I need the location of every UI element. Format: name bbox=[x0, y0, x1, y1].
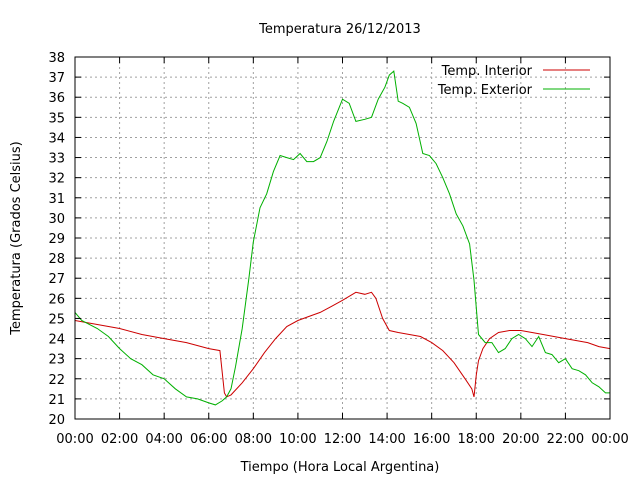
x-tick-label: 00:00 bbox=[591, 432, 628, 447]
legend-label: Temp. Interior bbox=[441, 64, 533, 79]
x-tick-label: 08:00 bbox=[235, 432, 272, 447]
y-tick-label: 22 bbox=[48, 373, 65, 388]
x-tick-label: 12:00 bbox=[324, 432, 361, 447]
x-tick-label: 00:00 bbox=[56, 432, 93, 447]
y-tick-label: 38 bbox=[48, 51, 65, 66]
y-tick-label: 29 bbox=[48, 232, 65, 247]
x-tick-label: 16:00 bbox=[413, 432, 450, 447]
y-tick-label: 30 bbox=[48, 212, 65, 227]
y-tick-label: 21 bbox=[48, 393, 65, 408]
y-axis-label: Temperatura (Grados Celsius) bbox=[9, 141, 24, 335]
y-tick-label: 32 bbox=[48, 172, 65, 187]
y-tick-label: 23 bbox=[48, 353, 65, 368]
x-axis-label: Tiempo (Hora Local Argentina) bbox=[240, 460, 440, 475]
series-line-temp-exterior bbox=[74, 70, 610, 406]
grid-lines bbox=[75, 57, 610, 419]
y-tick-label: 33 bbox=[48, 152, 65, 167]
x-tick-label: 10:00 bbox=[279, 432, 316, 447]
x-tick-label: 04:00 bbox=[145, 432, 182, 447]
legend-label: Temp. Exterior bbox=[437, 83, 533, 98]
y-tick-labels: 20 21 22 23 24 25 26 27 28 29 30 31 32 33 34 35 36 37 38 bbox=[48, 51, 65, 428]
x-tick-label: 14:00 bbox=[368, 432, 405, 447]
x-tick-label: 02:00 bbox=[101, 432, 138, 447]
legend: Temp. Interior Temp. Exterior bbox=[437, 64, 590, 98]
chart-title: Temperatura 26/12/2013 bbox=[258, 22, 421, 37]
y-tick-label: 37 bbox=[48, 71, 65, 86]
y-tick-label: 34 bbox=[48, 131, 65, 146]
y-tick-label: 26 bbox=[48, 292, 65, 307]
x-tick-label: 22:00 bbox=[547, 432, 584, 447]
y-tick-label: 20 bbox=[48, 413, 65, 428]
series-line-temp-interior bbox=[74, 291, 611, 398]
x-tick-labels: 00:00 02:00 04:00 06:00 08:00 10:00 12:00 14:00… bbox=[56, 432, 628, 447]
tick-marks bbox=[74, 56, 611, 420]
x-tick-label: 18:00 bbox=[458, 432, 495, 447]
y-tick-label: 35 bbox=[48, 111, 65, 126]
y-tick-label: 25 bbox=[48, 312, 65, 327]
y-tick-label: 31 bbox=[48, 192, 65, 207]
series-lines bbox=[74, 70, 611, 406]
y-tick-label: 24 bbox=[48, 333, 65, 348]
x-tick-label: 20:00 bbox=[502, 432, 539, 447]
x-tick-label: 06:00 bbox=[190, 432, 227, 447]
y-tick-label: 28 bbox=[48, 252, 65, 267]
y-tick-label: 36 bbox=[48, 91, 65, 106]
y-tick-label: 27 bbox=[48, 272, 65, 287]
